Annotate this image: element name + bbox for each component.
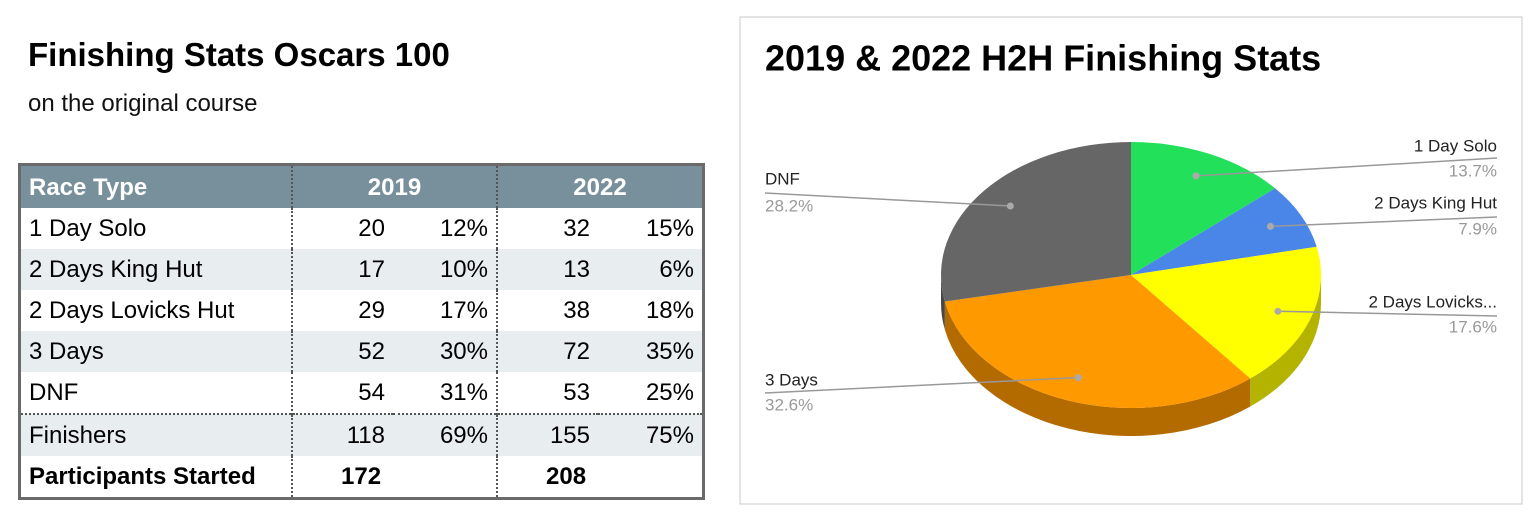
slice-side [1250,275,1321,407]
cell-label: 1 Day Solo [29,215,147,242]
slice [1131,188,1317,275]
cell-number: 31% [439,379,488,406]
table-row: 2 Days Lovicks Hut 29 17% 38 18% [20,290,704,331]
cell-number: 13 [496,249,598,290]
cell-number: 118 [291,413,393,456]
header-row: Race Type 2019 2022 [19,164,704,208]
leader-dot [1074,374,1082,382]
cell-number: 75% [598,413,704,456]
cell-number: 53 [496,372,598,414]
cell-label: 2 Days King Hut [19,249,292,290]
cell-number: 17% [439,297,488,324]
cell-number: 35% [598,331,704,372]
page-subtitle: on the original course [28,90,258,117]
cell-number: 38 [496,290,598,331]
cell-label: DNF [29,379,79,406]
slice-value-label: 17.6% [1449,317,1497,336]
cell-number: 30% [393,331,497,372]
slice-side [941,275,945,330]
slice [1131,246,1321,379]
cell-label: Finishers [19,413,292,456]
cell-number: 10% [393,249,497,290]
leader-line [764,192,1011,207]
cell-label: 3 Days [19,331,292,372]
cell-number: 208 [496,456,704,499]
cell-label: 2 Days Lovicks Hut [29,297,235,324]
cell-number: 25% [645,379,694,406]
cell-number: 32 [496,208,598,249]
column-header: 2019 [291,164,497,208]
slice [940,142,1131,302]
table-row: Finishers 118 69% 155 75% [19,413,704,456]
leader-line [764,376,1079,394]
leader-dot [1192,172,1200,180]
cell-number: 6% [598,249,704,290]
slice-value-label: 28.2% [765,196,813,215]
page-title: Finishing Stats Oscars 100 [28,36,450,73]
slice [1131,142,1276,275]
cell-number: 72 [496,331,598,372]
table-row: Participants Started 172 208 [20,456,704,499]
slice-value-label: 7.9% [1458,219,1497,238]
cell-number: 155 [496,413,598,456]
leader-dot [1006,202,1014,210]
cell-label: Participants Started [29,463,256,490]
column-header: Race Type [19,164,292,208]
cell-number: 52 [291,331,393,372]
cell-number: 20 [291,208,393,249]
leader-dot [1274,307,1282,315]
table-row: DNF 54 31% 53 25% [20,372,704,414]
slice-side [944,301,1251,437]
cell-number: 15% [645,215,694,242]
table-row: 1 Day Solo 20 12% 32 15% [20,208,704,249]
leader-line [1270,216,1498,228]
slice-label: 1 Day Solo [1414,136,1497,155]
cell-number: 172 [291,456,497,499]
chart-frame [739,16,1523,505]
cell-number: 12% [439,215,488,242]
leader-line [1277,310,1498,317]
slice [944,275,1251,408]
cell-number: 18% [645,297,694,324]
leader-line [1195,157,1498,177]
table-row: 3 Days 52 30% 72 35% [19,331,704,372]
chart-title: 2019 & 2022 H2H Finishing Stats [765,38,1321,79]
slice-label: DNF [765,169,800,188]
cell-number: 29 [291,290,393,331]
slice-label: 2 Days King Hut [1374,193,1497,212]
leader-dot [1266,222,1274,230]
cell-number: 54 [291,372,393,414]
cell-number: 17 [291,249,393,290]
stats-table: Race Type 2019 2022 1 Day Solo 20 12% 32 15% 2 D… [18,163,705,500]
table-row: 2 Days King Hut 17 10% 13 6% [19,249,704,290]
slice-label: 3 Days [765,370,818,389]
slice-value-label: 32.6% [765,395,813,414]
slice-value-label: 13.7% [1449,161,1497,180]
cell-number: 69% [393,413,497,456]
column-header: 2022 [496,164,704,208]
slice-label: 2 Days Lovicks... [1369,292,1498,311]
